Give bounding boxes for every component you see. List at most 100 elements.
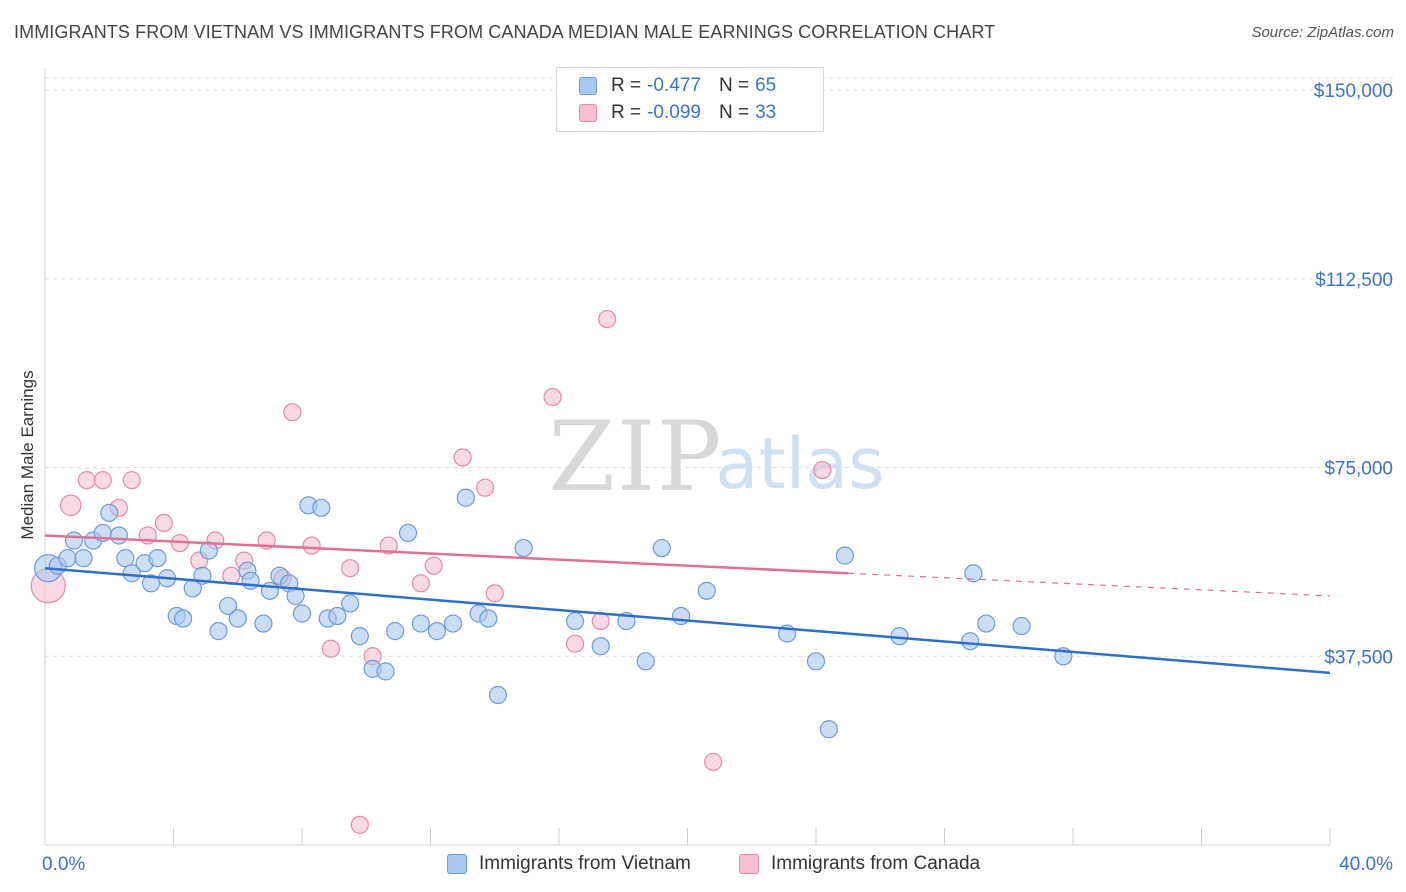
vietnam-legend-label: Immigrants from Vietnam bbox=[479, 853, 691, 874]
vietnam-point bbox=[806, 652, 826, 671]
legend-row-canada: R = -0.099 N = 33 bbox=[579, 101, 776, 125]
vietnam-point bbox=[671, 606, 691, 626]
legend-item-vietnam[interactable]: Immigrants from Vietnam bbox=[447, 852, 691, 876]
vietnam-point bbox=[386, 622, 405, 641]
vietnam-trend-line bbox=[44, 566, 1331, 675]
vietnam-point bbox=[328, 606, 347, 626]
vietnam-swatch bbox=[579, 77, 597, 95]
watermark: ZIP atlas bbox=[548, 401, 884, 513]
canada-point bbox=[476, 478, 495, 497]
r-value: -0.099 bbox=[647, 102, 701, 123]
canada-point bbox=[704, 752, 723, 772]
vietnam-point bbox=[565, 611, 585, 631]
vietnam-point bbox=[209, 622, 228, 641]
canada-trend-line bbox=[44, 534, 849, 575]
vietnam-points bbox=[34, 488, 1073, 739]
legend-row-vietnam: R = -0.477 N = 65 bbox=[579, 74, 776, 98]
vietnam-point bbox=[219, 596, 238, 616]
vietnam-point bbox=[292, 604, 312, 623]
x-tick-labels: 0.0% 40.0% bbox=[42, 854, 1393, 875]
n-value: 65 bbox=[755, 75, 777, 96]
vietnam-point bbox=[961, 632, 980, 651]
vietnam-legend-swatch bbox=[447, 854, 467, 874]
vietnam-point bbox=[228, 609, 247, 628]
canada-point bbox=[485, 584, 504, 603]
canada-trend-extension bbox=[848, 572, 1331, 597]
watermark-atlas: atlas bbox=[715, 423, 884, 505]
canada-point bbox=[411, 574, 430, 593]
correlation-legend: R = -0.477 N = 65 R = -0.099 N = 33 bbox=[556, 67, 824, 132]
vietnam-point bbox=[456, 488, 475, 507]
vietnam-point bbox=[100, 503, 119, 522]
vietnam-point bbox=[109, 526, 128, 545]
vietnam-point bbox=[116, 549, 135, 568]
canada-point bbox=[154, 513, 173, 533]
vietnam-point bbox=[443, 614, 463, 633]
vietnam-point bbox=[427, 622, 447, 641]
source-label: Source: ZipAtlas.com bbox=[1251, 24, 1394, 41]
vietnam-point bbox=[64, 531, 84, 550]
canada-point bbox=[350, 815, 369, 834]
legend-item-canada[interactable]: Immigrants from Canada bbox=[739, 852, 980, 876]
canada-point bbox=[77, 471, 96, 490]
r-value: -0.477 bbox=[647, 75, 701, 96]
vietnam-point bbox=[591, 637, 610, 656]
vietnam-point bbox=[122, 564, 141, 583]
y-tick-label: $75,000 bbox=[1324, 459, 1393, 480]
vietnam-point bbox=[1012, 616, 1031, 636]
vietnam-point bbox=[174, 609, 193, 628]
vietnam-point bbox=[376, 662, 395, 681]
y-tick-label: $37,500 bbox=[1324, 647, 1393, 668]
y-tick-labels: $37,500 $75,000 $112,500 $150,000 bbox=[1314, 81, 1393, 668]
vietnam-point bbox=[977, 614, 996, 633]
vietnam-point bbox=[835, 546, 855, 565]
vietnam-point bbox=[341, 594, 360, 613]
x-tick-label-min: 0.0% bbox=[42, 854, 85, 875]
vietnam-point bbox=[350, 627, 369, 646]
vietnam-point bbox=[74, 549, 93, 568]
watermark-zip: ZIP bbox=[548, 401, 723, 513]
canada-point bbox=[543, 387, 562, 407]
canada-points bbox=[30, 309, 832, 834]
canada-point bbox=[341, 559, 360, 578]
n-value: 33 bbox=[755, 102, 777, 123]
chart-title: IMMIGRANTS FROM VIETNAM VS IMMIGRANTS FR… bbox=[14, 22, 996, 42]
x-tick-label-max: 40.0% bbox=[1339, 854, 1393, 875]
r-label: R = bbox=[611, 102, 642, 123]
vietnam-point bbox=[636, 652, 655, 671]
canada-legend-swatch bbox=[739, 854, 759, 874]
canada-point bbox=[302, 536, 321, 555]
trend-lines bbox=[44, 534, 1331, 675]
vietnam-point bbox=[398, 523, 418, 543]
canada-point bbox=[283, 403, 302, 422]
vietnam-point bbox=[411, 614, 430, 633]
vietnam-point bbox=[148, 549, 167, 568]
axes bbox=[44, 68, 1331, 846]
canada-point bbox=[424, 556, 443, 575]
vietnam-point bbox=[312, 498, 331, 517]
canada-legend-label: Immigrants from Canada bbox=[771, 853, 981, 874]
canada-point bbox=[565, 634, 585, 653]
canada-swatch bbox=[579, 104, 597, 122]
vietnam-point bbox=[964, 564, 983, 583]
canada-point bbox=[93, 471, 112, 490]
n-label: N = bbox=[718, 102, 750, 123]
canada-point bbox=[379, 536, 398, 555]
vietnam-point bbox=[241, 571, 260, 590]
vietnam-point bbox=[254, 614, 273, 633]
vietnam-point bbox=[819, 720, 838, 739]
n-label: N = bbox=[718, 75, 750, 96]
vietnam-point bbox=[652, 538, 671, 558]
vietnam-point bbox=[58, 549, 77, 568]
y-tick-label: $112,500 bbox=[1315, 270, 1393, 291]
vietnam-point bbox=[514, 538, 533, 558]
vietnam-point bbox=[479, 609, 498, 628]
y-tick-label: $150,000 bbox=[1314, 81, 1393, 102]
canada-point bbox=[813, 460, 832, 480]
canada-point bbox=[321, 639, 341, 658]
r-label: R = bbox=[611, 75, 642, 96]
canada-point bbox=[453, 448, 472, 467]
vietnam-point bbox=[488, 685, 508, 705]
vietnam-point bbox=[697, 581, 716, 600]
